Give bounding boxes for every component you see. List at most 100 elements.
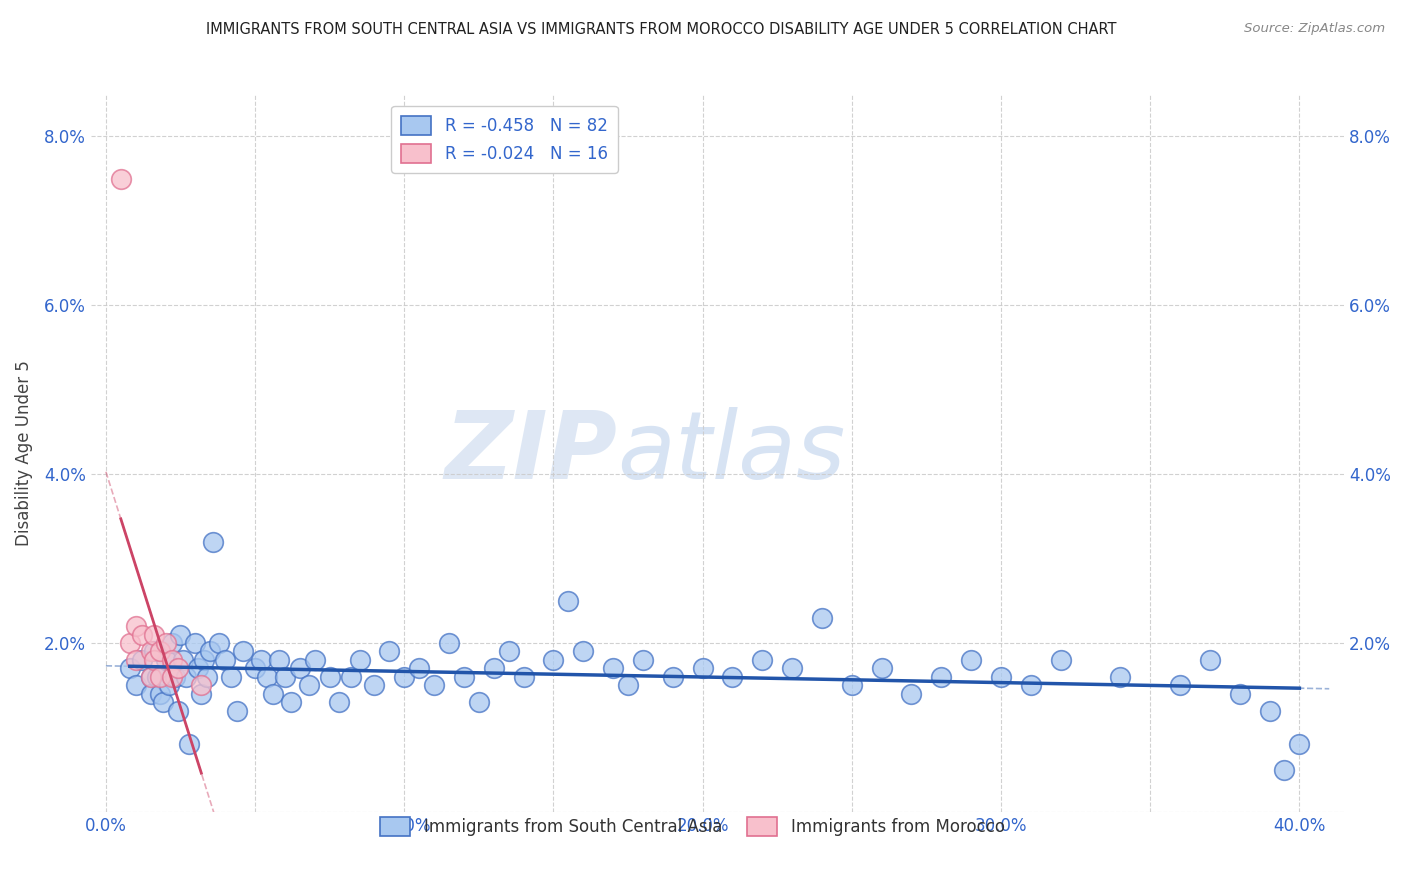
- Point: [1109, 670, 1132, 684]
- Point: [572, 644, 595, 658]
- Point: [960, 653, 983, 667]
- Point: [1168, 678, 1191, 692]
- Point: [125, 619, 148, 633]
- Point: [900, 687, 922, 701]
- Point: [318, 670, 340, 684]
- Point: [274, 670, 297, 684]
- Point: [190, 678, 212, 692]
- Point: [145, 670, 167, 684]
- Point: [631, 653, 654, 667]
- Point: [190, 687, 212, 701]
- Point: [214, 653, 236, 667]
- Point: [142, 627, 165, 641]
- Point: [349, 653, 371, 667]
- Point: [280, 695, 302, 709]
- Point: [172, 653, 194, 667]
- Point: [870, 661, 893, 675]
- Point: [160, 653, 183, 667]
- Text: IMMIGRANTS FROM SOUTH CENTRAL ASIA VS IMMIGRANTS FROM MOROCCO DISABILITY AGE UND: IMMIGRANTS FROM SOUTH CENTRAL ASIA VS IM…: [205, 22, 1116, 37]
- Point: [195, 670, 218, 684]
- Point: [149, 687, 172, 701]
- Point: [990, 670, 1012, 684]
- Point: [692, 661, 714, 675]
- Point: [187, 661, 209, 675]
- Point: [200, 644, 222, 658]
- Point: [721, 670, 744, 684]
- Point: [131, 653, 153, 667]
- Point: [1258, 704, 1281, 718]
- Point: [139, 670, 162, 684]
- Point: [288, 661, 311, 675]
- Point: [219, 670, 242, 684]
- Point: [139, 687, 162, 701]
- Point: [179, 737, 201, 751]
- Point: [176, 670, 198, 684]
- Point: [160, 670, 183, 684]
- Point: [543, 653, 565, 667]
- Point: [751, 653, 773, 667]
- Point: [437, 636, 460, 650]
- Point: [166, 704, 188, 718]
- Text: ZIP: ZIP: [444, 407, 617, 499]
- Point: [142, 653, 165, 667]
- Point: [482, 661, 505, 675]
- Point: [1274, 763, 1296, 777]
- Point: [184, 636, 207, 650]
- Point: [250, 653, 273, 667]
- Point: [298, 678, 321, 692]
- Point: [256, 670, 278, 684]
- Point: [202, 534, 225, 549]
- Point: [157, 678, 180, 692]
- Point: [557, 593, 579, 607]
- Point: [149, 670, 172, 684]
- Point: [453, 670, 475, 684]
- Point: [1229, 687, 1251, 701]
- Point: [512, 670, 534, 684]
- Point: [267, 653, 290, 667]
- Point: [155, 636, 177, 650]
- Point: [139, 644, 162, 658]
- Point: [394, 670, 416, 684]
- Point: [142, 644, 165, 658]
- Point: [1288, 737, 1310, 751]
- Point: [1049, 653, 1071, 667]
- Point: [226, 704, 249, 718]
- Legend: Immigrants from South Central Asia, Immigrants from Morocco: Immigrants from South Central Asia, Immi…: [374, 811, 1011, 843]
- Point: [131, 627, 153, 641]
- Point: [662, 670, 685, 684]
- Point: [1199, 653, 1222, 667]
- Point: [617, 678, 640, 692]
- Point: [193, 653, 215, 667]
- Point: [125, 653, 148, 667]
- Point: [328, 695, 350, 709]
- Point: [243, 661, 266, 675]
- Point: [931, 670, 953, 684]
- Point: [110, 171, 132, 186]
- Point: [169, 627, 191, 641]
- Point: [152, 695, 174, 709]
- Point: [166, 661, 188, 675]
- Point: [304, 653, 326, 667]
- Point: [423, 678, 446, 692]
- Point: [811, 610, 834, 624]
- Point: [125, 678, 148, 692]
- Point: [208, 636, 231, 650]
- Text: atlas: atlas: [617, 408, 845, 499]
- Point: [163, 670, 186, 684]
- Point: [408, 661, 430, 675]
- Y-axis label: Disability Age Under 5: Disability Age Under 5: [15, 360, 32, 546]
- Point: [780, 661, 803, 675]
- Point: [1019, 678, 1042, 692]
- Point: [363, 678, 385, 692]
- Point: [602, 661, 624, 675]
- Text: Source: ZipAtlas.com: Source: ZipAtlas.com: [1244, 22, 1385, 36]
- Point: [160, 636, 183, 650]
- Point: [118, 636, 141, 650]
- Point: [498, 644, 520, 658]
- Point: [155, 653, 177, 667]
- Point: [149, 644, 172, 658]
- Point: [339, 670, 361, 684]
- Point: [378, 644, 401, 658]
- Point: [841, 678, 863, 692]
- Point: [232, 644, 254, 658]
